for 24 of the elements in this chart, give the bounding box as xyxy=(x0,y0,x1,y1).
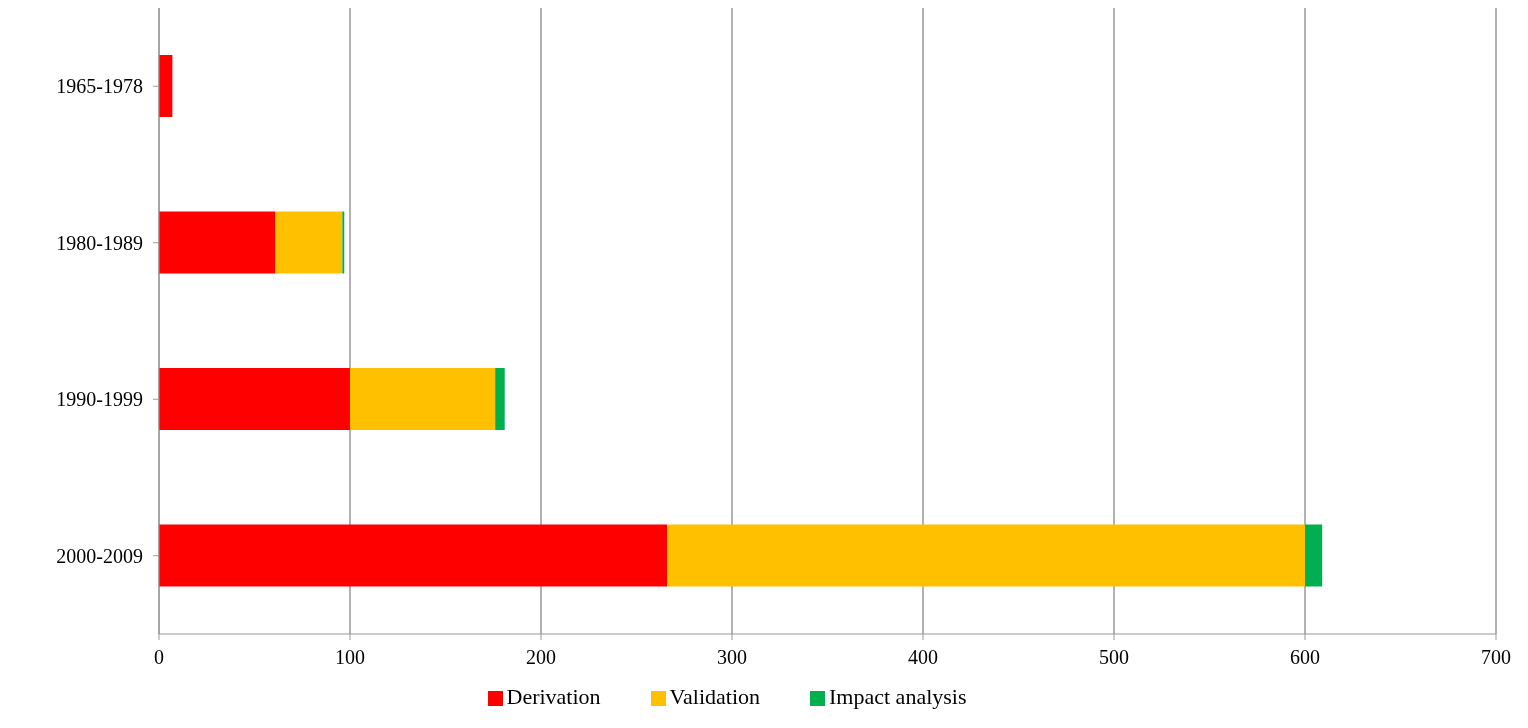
legend-label: Derivation xyxy=(506,684,601,709)
bar xyxy=(159,211,276,274)
x-tick-label: 200 xyxy=(526,646,556,669)
y-tick-label: 1990-1999 xyxy=(56,388,143,411)
y-tick-label: 1965-1978 xyxy=(56,75,143,98)
x-tick-label: 300 xyxy=(717,646,747,669)
legend-label: Validation xyxy=(669,684,761,709)
x-tick-label: 500 xyxy=(1099,646,1129,669)
bar xyxy=(495,368,505,430)
bar xyxy=(275,211,343,274)
y-tick-label: 2000-2009 xyxy=(56,544,143,567)
x-tick-label: 0 xyxy=(154,646,164,669)
bar xyxy=(350,368,496,430)
y-tick-label: 1980-1989 xyxy=(56,231,143,254)
bar xyxy=(667,524,1305,587)
bar xyxy=(159,524,668,587)
x-tick-label: 100 xyxy=(335,646,365,669)
x-tick-label: 600 xyxy=(1290,646,1320,669)
x-tick-label: 400 xyxy=(908,646,938,669)
bar xyxy=(159,368,350,430)
x-tick-label: 700 xyxy=(1481,646,1511,669)
bar xyxy=(159,55,173,117)
bar xyxy=(1305,524,1323,587)
legend-label: Impact analysis xyxy=(829,684,967,709)
